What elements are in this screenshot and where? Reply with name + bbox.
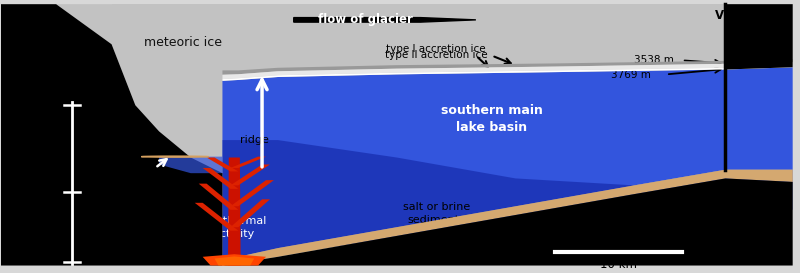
Polygon shape [230,180,274,206]
Polygon shape [222,66,793,81]
Text: Vostok drill
borehole: Vostok drill borehole [715,9,790,38]
Polygon shape [214,256,254,266]
Polygon shape [228,158,241,266]
Polygon shape [222,67,793,260]
Polygon shape [222,170,793,266]
Text: sed.: sed. [163,151,186,161]
Polygon shape [202,168,238,189]
Text: salt or brine
sediments: salt or brine sediments [402,202,470,225]
Text: type I accretion ice: type I accretion ice [386,44,486,55]
Text: -500: -500 [38,187,60,197]
Polygon shape [56,4,793,171]
Polygon shape [56,4,793,173]
Text: type II accretion ice: type II accretion ice [385,50,487,60]
Polygon shape [726,4,793,70]
Text: meteoric ice: meteoric ice [144,36,222,49]
Text: MSL
(m): MSL (m) [30,164,51,186]
Polygon shape [230,157,266,168]
Text: ridge: ridge [240,135,269,145]
Text: -900: -900 [38,257,60,267]
Polygon shape [230,164,270,185]
Polygon shape [202,254,266,266]
Polygon shape [230,199,270,227]
Text: flow of glacier: flow of glacier [318,13,413,26]
Ellipse shape [142,156,209,157]
Polygon shape [222,179,793,266]
Polygon shape [194,203,238,231]
FancyArrow shape [294,17,476,22]
Polygon shape [222,59,793,75]
Text: 10 km: 10 km [600,258,637,271]
Polygon shape [222,62,793,79]
Polygon shape [222,140,793,260]
Text: 3769 m: 3769 m [610,70,650,80]
Text: 0: 0 [54,100,60,110]
Polygon shape [206,158,238,171]
Text: southern main
lake basin: southern main lake basin [441,104,542,134]
Text: embayment: embayment [107,200,179,213]
Text: 3538 m: 3538 m [634,55,674,65]
Text: geothermal
activity: geothermal activity [202,216,266,239]
Polygon shape [198,184,238,210]
Polygon shape [159,157,222,173]
Polygon shape [1,4,222,266]
